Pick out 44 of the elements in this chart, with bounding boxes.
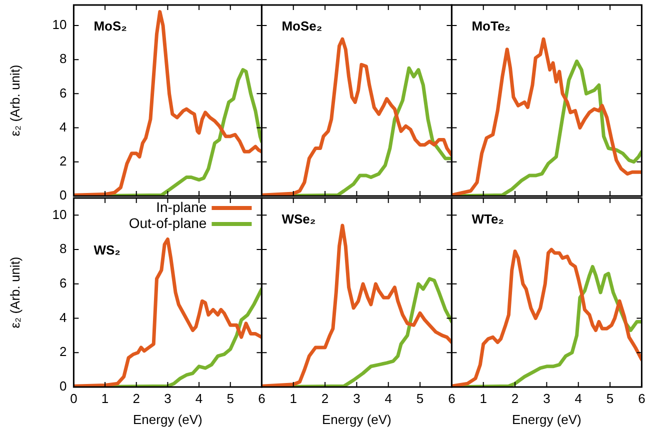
y-tick-label: 2 <box>59 153 67 168</box>
y-tick-label: 6 <box>59 85 67 100</box>
y-tick-label: 10 <box>52 17 67 32</box>
x-tick-label: 2 <box>132 391 140 406</box>
y-tick-label: 6 <box>59 275 67 290</box>
text: WS₂ <box>94 242 121 258</box>
x-tick-label: 5 <box>416 391 424 406</box>
x-tick-label: 6 <box>638 391 646 406</box>
x-axis-title: Energy (eV) <box>133 412 202 428</box>
y-tick-label: 0 <box>59 188 67 203</box>
x-tick-label: 1 <box>480 391 487 406</box>
x-tick-label: 3 <box>164 391 172 406</box>
x-tick-label: 3 <box>543 391 550 406</box>
y-tick-label: 0 <box>59 378 67 394</box>
y-tick-label: 2 <box>59 344 67 360</box>
y-tick-label: 4 <box>59 310 67 325</box>
x-tick-label: 1 <box>290 391 297 406</box>
x-tick-label: 2 <box>321 391 329 406</box>
y-tick-label: 8 <box>59 51 67 66</box>
text: MoSe₂ <box>282 18 322 34</box>
x-tick-label: 4 <box>384 391 392 406</box>
legend-label: In-plane <box>156 198 207 215</box>
text: WTe₂ <box>472 212 504 227</box>
y-axis-title: ε₂ (Arb. unit) <box>7 256 22 328</box>
x-axis-title: Energy (eV) <box>512 412 582 428</box>
text: MoS₂ <box>94 18 128 34</box>
x-tick-label: 4 <box>574 391 582 406</box>
x-tick-label: 5 <box>606 391 614 406</box>
y-axis-title: ε₂ (Arb. unit) <box>7 64 22 136</box>
y-tick-label: 4 <box>59 119 67 134</box>
legend-label: Out-of-plane <box>128 214 207 231</box>
text: MoTe₂ <box>472 18 511 34</box>
x-tick-label: 2 <box>511 391 519 406</box>
x-tick-label: 6 <box>258 391 266 406</box>
x-axis-title: Energy (eV) <box>322 412 392 428</box>
x-tick-label: 4 <box>195 391 203 406</box>
y-tick-label: 10 <box>52 206 67 222</box>
text: WSe₂ <box>282 212 316 227</box>
x-tick-label: 5 <box>226 391 234 406</box>
x-tick-label: 6 <box>448 391 456 406</box>
x-tick-label: 0 <box>70 391 78 406</box>
x-tick-label: 3 <box>353 391 360 406</box>
x-tick-label: 1 <box>101 391 109 406</box>
y-tick-label: 8 <box>59 241 67 256</box>
